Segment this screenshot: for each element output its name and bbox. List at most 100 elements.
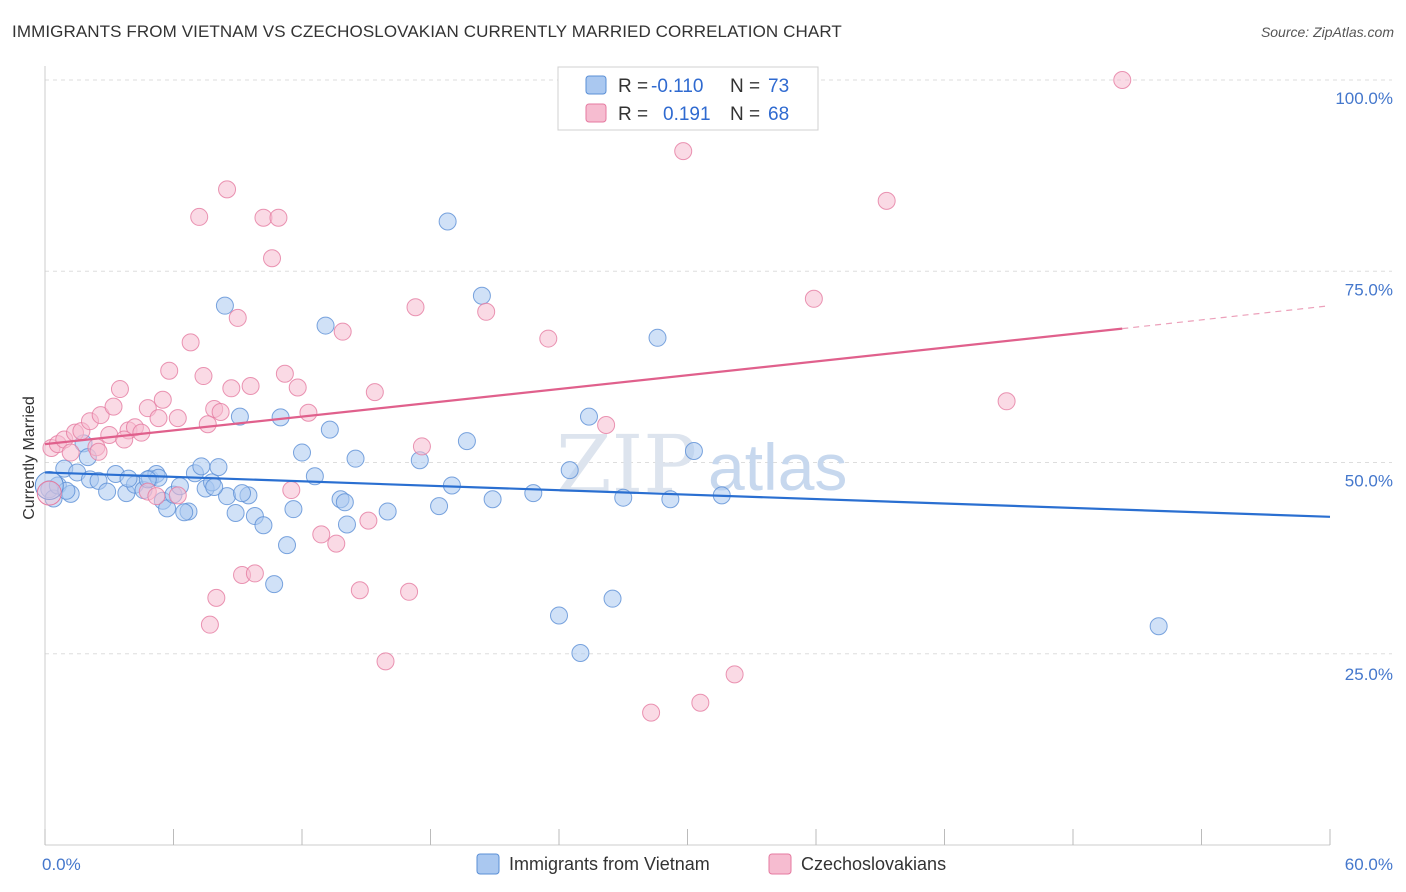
data-point-pink [299, 403, 318, 422]
data-point-pink [477, 302, 496, 321]
data-point-pink [412, 437, 431, 456]
data-point-pink [222, 379, 241, 398]
y-tick-label: 75.0% [1345, 280, 1393, 299]
bottom-legend-label-pink: Czechoslovakians [801, 854, 946, 874]
data-point-pink [147, 487, 166, 506]
data-point-blue [603, 589, 622, 608]
data-point-blue [438, 212, 457, 231]
data-point-pink [160, 361, 179, 380]
data-point-pink [168, 409, 187, 428]
legend-swatch-blue [585, 75, 607, 95]
data-point-blue [430, 497, 449, 516]
data-point-blue [378, 502, 397, 521]
top-legend: R = -0.110 N = 73 R = 0.191 N = 68 [557, 66, 819, 131]
data-point-blue [226, 503, 245, 522]
data-point-pink [218, 180, 237, 199]
data-point-blue [284, 500, 303, 519]
data-point-pink [168, 486, 187, 505]
data-point-pink [194, 367, 213, 386]
data-point-pink [312, 525, 331, 544]
trend-line-pink [44, 327, 1123, 446]
data-point-blue [571, 643, 590, 662]
data-point-blue [98, 482, 117, 501]
data-point-blue [320, 420, 339, 439]
bottom-legend-swatch-blue [476, 853, 500, 875]
source-credit: Source: ZipAtlas.com [1260, 24, 1394, 40]
y-tick-label: 50.0% [1345, 472, 1393, 491]
data-point-pink [211, 403, 230, 422]
legend-n-value-1: 73 [768, 76, 789, 97]
data-point-pink [91, 406, 110, 425]
data-point-blue [684, 442, 703, 461]
x-tick-label: 60.0% [1345, 855, 1393, 874]
data-point-blue [346, 449, 365, 468]
data-point-blue [337, 515, 356, 534]
legend-n-label-2: N = [730, 104, 760, 125]
data-point-pink [115, 430, 134, 449]
legend-n-value-2: 68 [768, 104, 789, 125]
data-point-pink [207, 588, 226, 607]
data-point-pink [359, 511, 378, 530]
data-point-blue [265, 575, 284, 594]
trend-lines [44, 305, 1331, 518]
data-point-pink [282, 481, 301, 500]
data-point-blue [457, 432, 476, 451]
data-point-pink [725, 665, 744, 684]
data-point-pink [400, 582, 419, 601]
watermark: ZIP atlas [556, 418, 847, 511]
data-point-blue [230, 407, 249, 426]
data-point-pink [269, 208, 288, 227]
tick-labels: 25.0% 50.0% 75.0% 100.0% 0.0% 60.0% [42, 89, 1393, 874]
data-point-pink [190, 207, 209, 226]
data-point-pink [327, 534, 346, 553]
data-point-pink [241, 377, 260, 395]
data-point-pink [804, 289, 823, 308]
legend-r-value-1: -0.110 [651, 76, 703, 97]
data-point-pink [100, 425, 119, 444]
data-point-pink [997, 392, 1016, 411]
data-point-pink [877, 191, 896, 210]
y-axis-label: Currently Married [21, 396, 38, 520]
legend-r-value-2: 0.191 [663, 104, 711, 125]
data-point-pink [61, 443, 80, 462]
data-point-pink [691, 693, 710, 712]
data-points [34, 71, 1168, 722]
data-point-blue [293, 443, 311, 462]
data-point-blue [1149, 617, 1168, 636]
data-point-pink [245, 564, 264, 583]
y-tick-label: 25.0% [1345, 665, 1393, 684]
data-point-pink [89, 442, 108, 461]
trend-line-dashed-pink [1122, 305, 1331, 330]
data-point-blue [119, 469, 138, 488]
data-point-blue [472, 286, 491, 305]
data-point-pink [36, 480, 62, 506]
data-point-blue [175, 503, 194, 522]
data-point-pink [406, 298, 425, 317]
data-point-blue [192, 457, 211, 476]
data-point-blue [579, 407, 598, 426]
data-point-pink [275, 364, 294, 383]
data-point-pink [539, 329, 558, 348]
chart-title: IMMIGRANTS FROM VIETNAM VS CZECHOSLOVAKI… [12, 22, 842, 41]
y-tick-label: 100.0% [1335, 89, 1393, 108]
data-point-pink [350, 581, 369, 600]
data-point-pink [228, 308, 247, 327]
bottom-legend: Immigrants from Vietnam Czechoslovakians [476, 853, 946, 875]
data-point-blue [550, 606, 568, 625]
data-point-pink [288, 378, 307, 397]
data-point-pink [254, 208, 273, 227]
data-point-blue [483, 490, 502, 509]
data-point-pink [200, 615, 219, 634]
data-point-pink [597, 416, 616, 435]
data-point-pink [1113, 71, 1132, 89]
data-point-pink [333, 322, 352, 341]
data-point-pink [198, 415, 217, 434]
data-point-pink [104, 397, 123, 416]
legend-r-label-2: R = [618, 104, 648, 125]
trend-line-blue [44, 471, 1331, 518]
data-point-blue [215, 296, 234, 315]
watermark-atlas: atlas [708, 430, 847, 504]
data-point-blue [205, 477, 224, 496]
bottom-legend-label-blue: Immigrants from Vietnam [509, 854, 710, 874]
